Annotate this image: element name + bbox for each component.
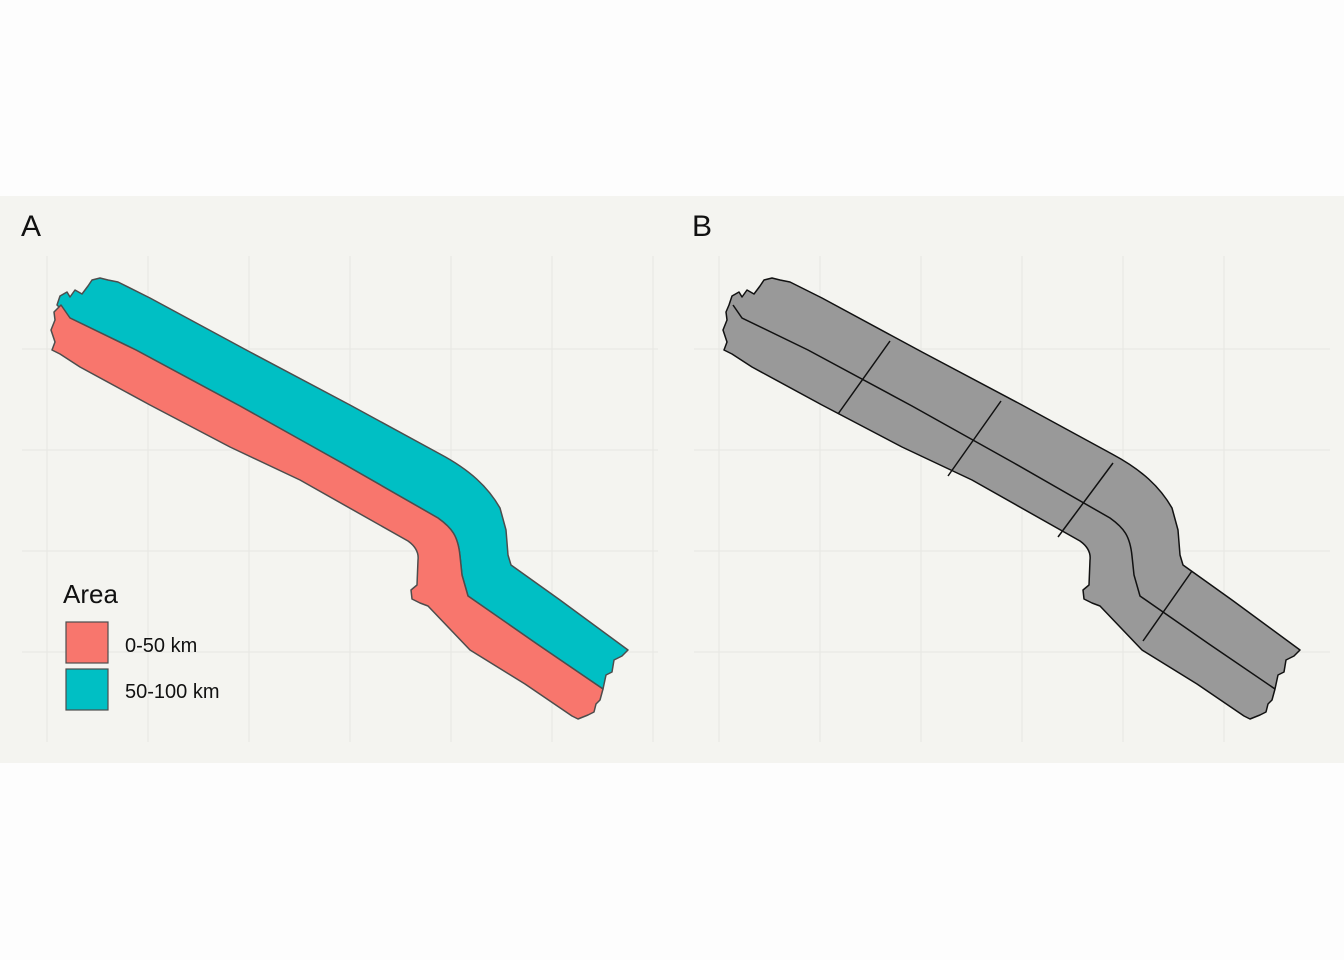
segment-dividers <box>837 340 1193 642</box>
panel-a-label: A <box>21 210 41 243</box>
band-0-50km <box>50 304 604 720</box>
legend-label-50-100km: 50-100 km <box>125 681 220 703</box>
panel-a: A Area 0-50 km 50-100 km <box>21 210 658 742</box>
legend-label-0-50km: 0-50 km <box>125 635 197 657</box>
legend-title: Area <box>63 579 118 609</box>
legend: Area 0-50 km 50-100 km <box>63 579 220 711</box>
segment-divider-2 <box>947 400 1002 477</box>
band-divider-line <box>732 304 1276 690</box>
segment-divider-4 <box>1142 570 1193 642</box>
segment-divider-1 <box>837 340 891 415</box>
legend-swatch-0-50km <box>65 621 109 664</box>
panel-b: B <box>692 210 1330 742</box>
segment-divider-3 <box>1057 462 1114 538</box>
panel-b-label: B <box>692 210 712 243</box>
segments-outline <box>722 277 1301 720</box>
legend-swatch-50-100km <box>65 668 109 711</box>
